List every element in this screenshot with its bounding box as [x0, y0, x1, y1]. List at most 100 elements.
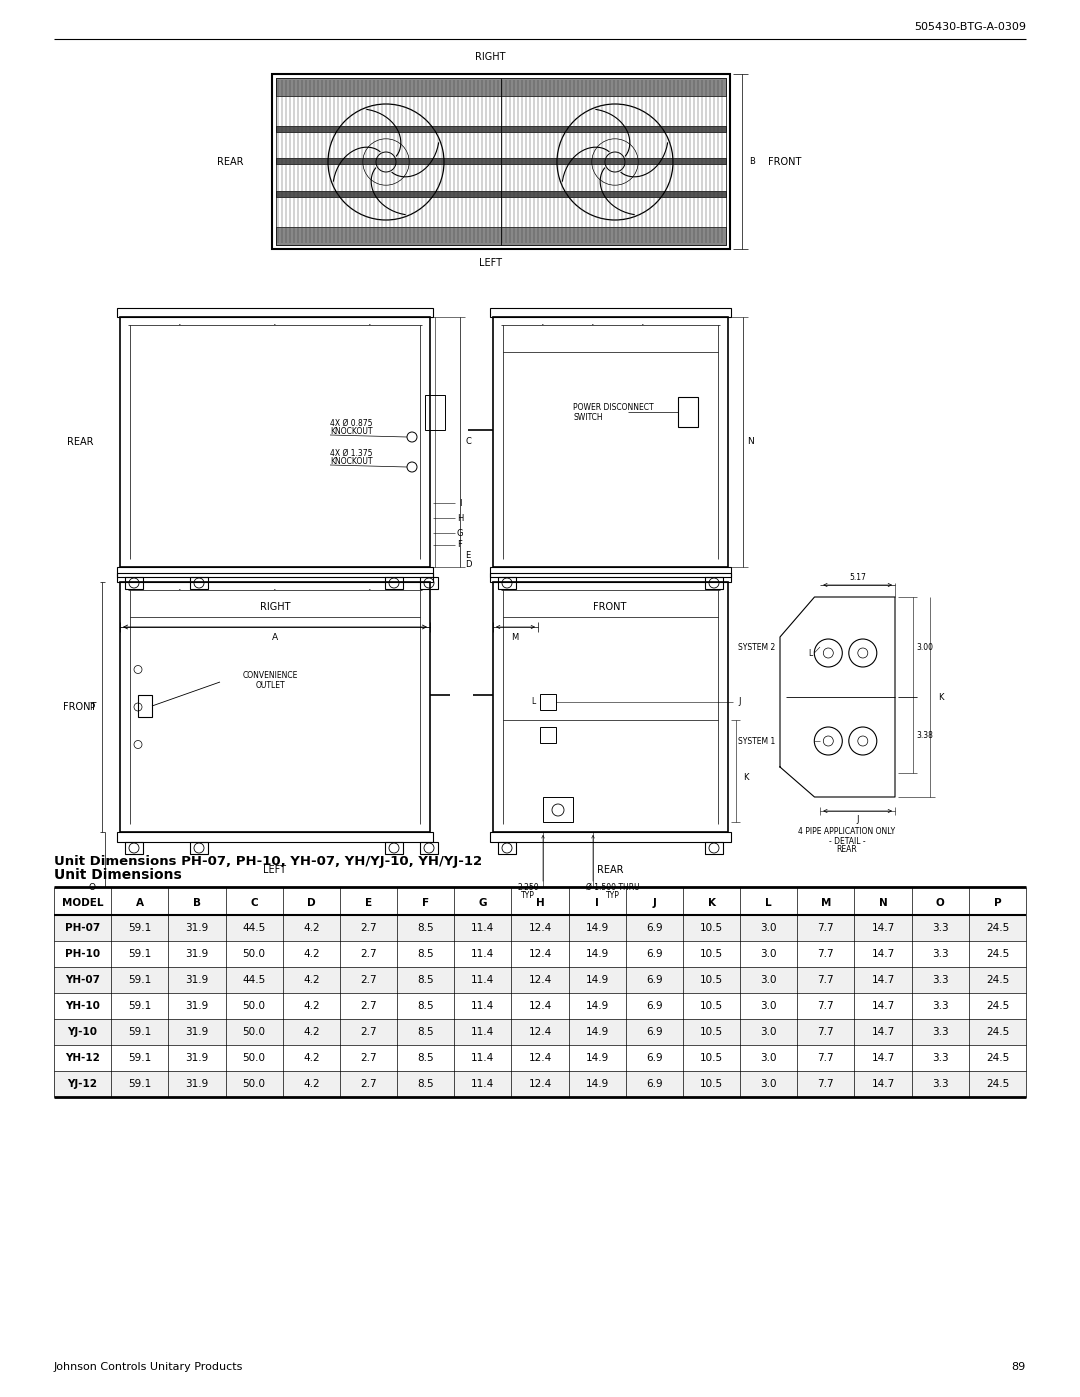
Text: 11.4: 11.4 — [471, 949, 495, 958]
Text: P: P — [90, 703, 95, 711]
Text: 7.7: 7.7 — [818, 923, 834, 933]
Text: O: O — [936, 898, 945, 908]
Bar — [498, 842, 516, 854]
Text: - DETAIL -: - DETAIL - — [828, 837, 865, 845]
Text: ·: · — [273, 320, 276, 330]
Text: KNOCKOUT: KNOCKOUT — [330, 457, 373, 467]
Text: 14.7: 14.7 — [872, 923, 894, 933]
Bar — [276, 191, 726, 197]
Text: 6.9: 6.9 — [646, 975, 663, 985]
Text: H: H — [457, 514, 463, 522]
Bar — [125, 577, 143, 590]
Text: J: J — [856, 814, 859, 823]
Text: I: I — [595, 898, 599, 908]
Text: K: K — [707, 898, 716, 908]
Text: ·: · — [368, 585, 372, 595]
Text: 2.7: 2.7 — [360, 923, 377, 933]
Text: 3.3: 3.3 — [932, 1027, 948, 1037]
Text: J: J — [652, 898, 657, 908]
Text: 7.7: 7.7 — [818, 975, 834, 985]
Text: 59.1: 59.1 — [129, 1053, 151, 1063]
Text: 5.17: 5.17 — [849, 573, 866, 581]
Text: MODEL: MODEL — [62, 898, 104, 908]
Text: H: H — [536, 898, 544, 908]
Bar — [276, 78, 726, 96]
Text: 14.7: 14.7 — [872, 1053, 894, 1063]
Text: 50.0: 50.0 — [243, 1027, 266, 1037]
Bar — [498, 577, 516, 590]
Text: 8.5: 8.5 — [417, 975, 434, 985]
Text: 8.5: 8.5 — [417, 923, 434, 933]
Text: LEFT: LEFT — [264, 865, 286, 875]
Text: 31.9: 31.9 — [186, 1078, 208, 1090]
Text: 7.7: 7.7 — [818, 1027, 834, 1037]
Text: POWER DISCONNECT: POWER DISCONNECT — [573, 402, 653, 412]
Text: 59.1: 59.1 — [129, 923, 151, 933]
Text: 3.0: 3.0 — [760, 1053, 777, 1063]
Text: FRONT: FRONT — [768, 156, 801, 168]
Text: 59.1: 59.1 — [129, 1002, 151, 1011]
Bar — [420, 577, 438, 590]
Text: 31.9: 31.9 — [186, 1027, 208, 1037]
Text: 14.7: 14.7 — [872, 1027, 894, 1037]
Bar — [384, 842, 403, 854]
Text: YH-10: YH-10 — [65, 1002, 100, 1011]
Text: 89: 89 — [1012, 1362, 1026, 1372]
Text: FRONT: FRONT — [64, 703, 97, 712]
Text: 24.5: 24.5 — [986, 975, 1009, 985]
Bar — [54, 915, 1026, 942]
Text: ·: · — [642, 320, 645, 330]
Text: 6.9: 6.9 — [646, 1053, 663, 1063]
Text: Unit Dimensions: Unit Dimensions — [54, 868, 181, 882]
Text: 8.5: 8.5 — [417, 1053, 434, 1063]
Bar — [117, 833, 433, 842]
Text: OUTLET: OUTLET — [255, 680, 285, 690]
Text: 3.3: 3.3 — [932, 949, 948, 958]
Text: M: M — [821, 898, 832, 908]
Text: ·: · — [178, 320, 181, 330]
Text: 14.9: 14.9 — [585, 949, 609, 958]
Text: 3.0: 3.0 — [760, 975, 777, 985]
Text: N: N — [879, 898, 888, 908]
Bar — [543, 798, 573, 821]
Text: ·: · — [273, 585, 276, 595]
Text: 7.7: 7.7 — [818, 1002, 834, 1011]
Text: 50.0: 50.0 — [243, 1078, 266, 1090]
Text: 24.5: 24.5 — [986, 1027, 1009, 1037]
Text: 6.9: 6.9 — [646, 1078, 663, 1090]
Text: 14.7: 14.7 — [872, 1078, 894, 1090]
Text: 3.0: 3.0 — [760, 923, 777, 933]
Text: 12.4: 12.4 — [528, 923, 552, 933]
Text: ·: · — [178, 585, 181, 595]
Text: P: P — [994, 898, 1001, 908]
Bar — [678, 397, 698, 427]
Text: 31.9: 31.9 — [186, 1002, 208, 1011]
Bar — [540, 694, 556, 710]
Text: 6.9: 6.9 — [646, 1002, 663, 1011]
Text: D: D — [464, 560, 471, 569]
Text: 44.5: 44.5 — [243, 923, 266, 933]
Text: D: D — [307, 898, 315, 908]
Text: 50.0: 50.0 — [243, 1002, 266, 1011]
Text: 24.5: 24.5 — [986, 949, 1009, 958]
Text: CONVENIENCE: CONVENIENCE — [242, 671, 298, 679]
Bar — [117, 307, 433, 317]
Text: TYP: TYP — [606, 891, 620, 901]
Text: 11.4: 11.4 — [471, 1027, 495, 1037]
Text: 10.5: 10.5 — [700, 1027, 724, 1037]
Text: L: L — [531, 697, 536, 707]
Text: 4.2: 4.2 — [303, 1002, 320, 1011]
Bar — [125, 842, 143, 854]
Text: ·: · — [368, 320, 372, 330]
Bar — [190, 842, 208, 854]
Bar — [54, 1071, 1026, 1097]
Text: 2.250: 2.250 — [517, 883, 539, 891]
Text: 31.9: 31.9 — [186, 949, 208, 958]
Text: 10.5: 10.5 — [700, 1002, 724, 1011]
Bar — [276, 158, 726, 163]
Text: 8.5: 8.5 — [417, 949, 434, 958]
Text: 6.9: 6.9 — [646, 949, 663, 958]
Bar — [384, 577, 403, 590]
Bar — [705, 842, 723, 854]
Text: 14.9: 14.9 — [585, 975, 609, 985]
